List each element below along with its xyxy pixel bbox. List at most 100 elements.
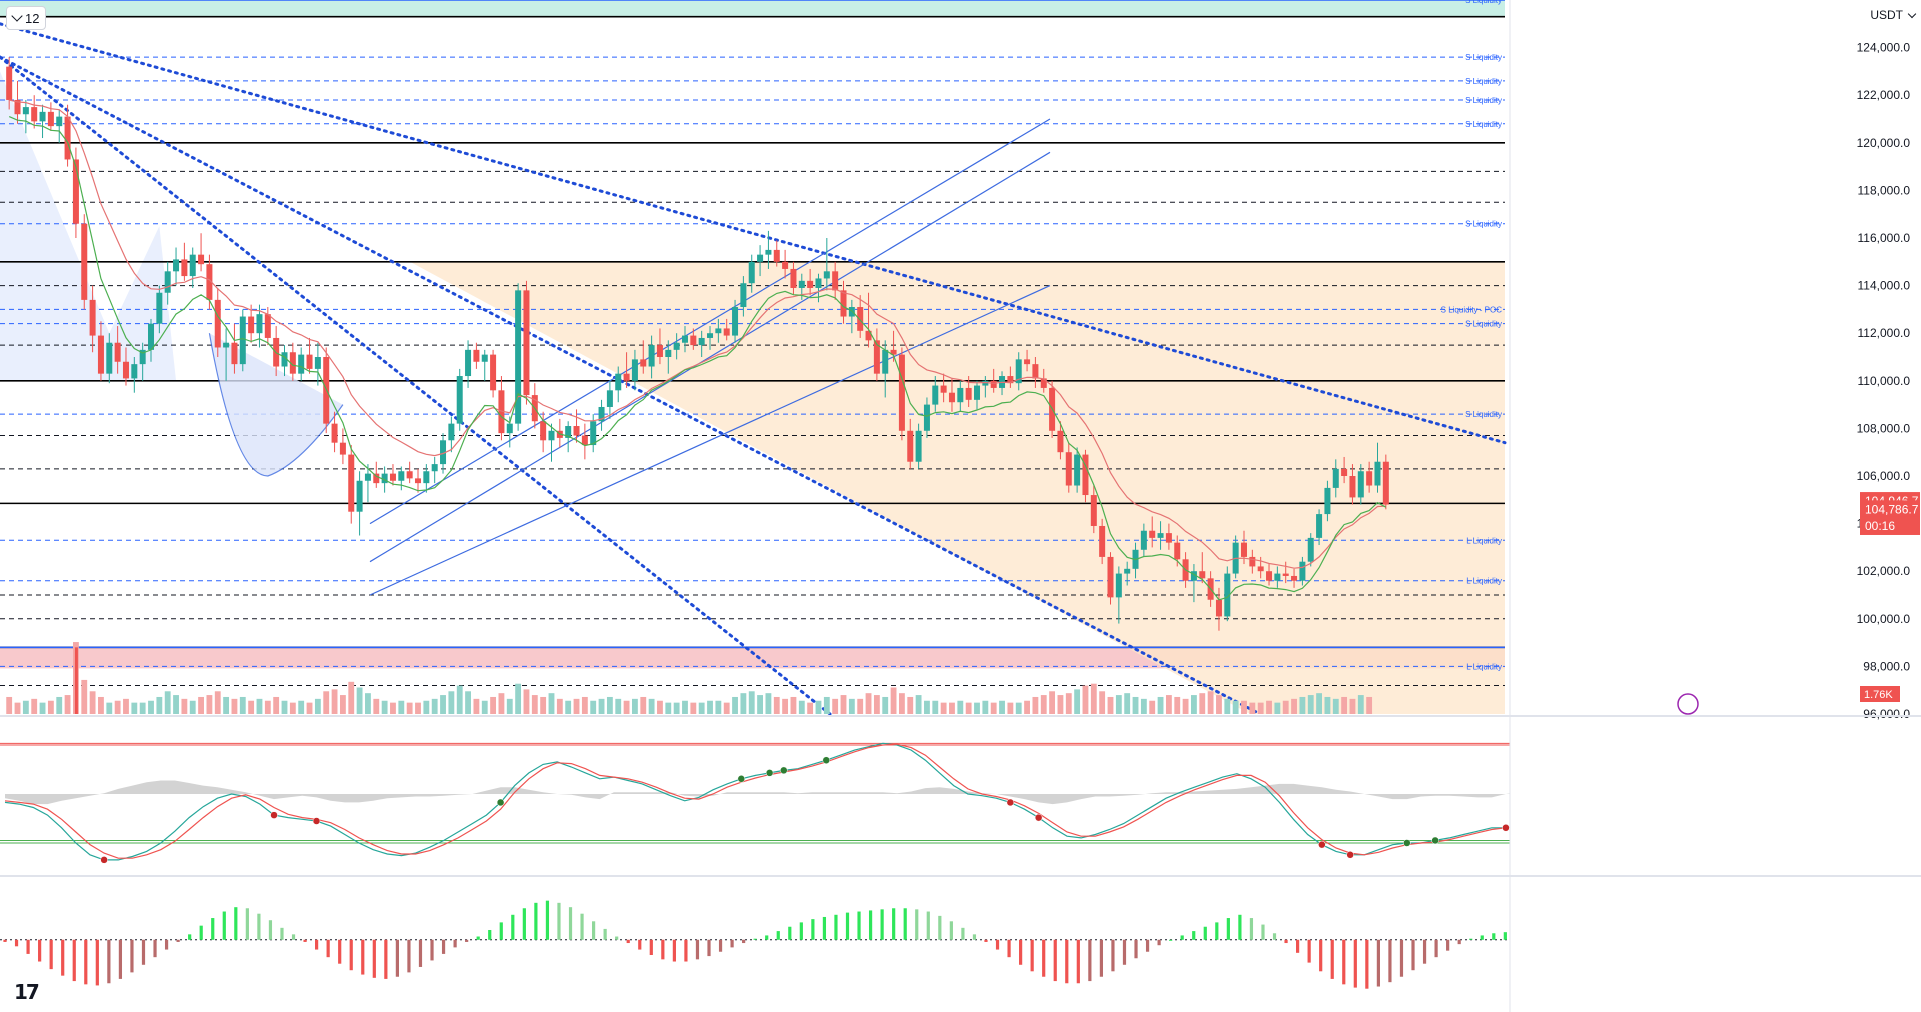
candle[interactable]: [1065, 442, 1072, 493]
candle[interactable]: [732, 299, 739, 343]
candle[interactable]: [1024, 349, 1031, 372]
candle[interactable]: [723, 318, 730, 341]
candle[interactable]: [1040, 368, 1047, 393]
candle[interactable]: [1282, 561, 1289, 584]
candle[interactable]: [47, 102, 54, 131]
candle[interactable]: [665, 340, 672, 374]
candle[interactable]: [72, 147, 79, 238]
candle[interactable]: [1074, 447, 1081, 493]
candle[interactable]: [281, 345, 288, 377]
candle[interactable]: [698, 330, 705, 357]
candle[interactable]: [1199, 552, 1206, 584]
candle[interactable]: [106, 333, 113, 384]
candle[interactable]: [773, 240, 780, 267]
candle[interactable]: [940, 373, 947, 403]
candle[interactable]: [1291, 568, 1298, 588]
candle[interactable]: [1307, 533, 1314, 567]
candle[interactable]: [623, 352, 630, 388]
candle[interactable]: [907, 418, 914, 469]
candle[interactable]: [948, 378, 955, 412]
candle[interactable]: [1366, 461, 1373, 493]
candle[interactable]: [1374, 442, 1381, 493]
candle[interactable]: [1332, 459, 1339, 498]
candle[interactable]: [298, 347, 305, 381]
candle[interactable]: [1032, 357, 1039, 388]
candle[interactable]: [832, 261, 839, 300]
candle[interactable]: [1324, 480, 1331, 522]
candle[interactable]: [782, 249, 789, 279]
candle[interactable]: [740, 276, 747, 317]
candle[interactable]: [1190, 564, 1197, 603]
candle[interactable]: [1007, 366, 1014, 388]
candle[interactable]: [898, 347, 905, 441]
candles[interactable]: [6, 57, 1389, 714]
alert-icon[interactable]: [1677, 693, 1699, 715]
candle[interactable]: [765, 230, 772, 269]
candle[interactable]: [548, 423, 555, 462]
candle[interactable]: [965, 376, 972, 407]
candle[interactable]: [640, 340, 647, 374]
candle[interactable]: [1357, 464, 1364, 505]
candle[interactable]: [498, 376, 505, 441]
candle[interactable]: [540, 411, 547, 453]
candle[interactable]: [39, 104, 46, 139]
candle[interactable]: [915, 423, 922, 469]
candle[interactable]: [448, 416, 455, 453]
candle[interactable]: [131, 357, 138, 393]
candle[interactable]: [173, 247, 180, 286]
candle[interactable]: [982, 376, 989, 398]
candle[interactable]: [1115, 566, 1122, 624]
candle[interactable]: [389, 464, 396, 486]
candle[interactable]: [1341, 456, 1348, 484]
candle[interactable]: [156, 285, 163, 334]
candle[interactable]: [339, 428, 346, 465]
candle[interactable]: [364, 464, 371, 503]
candle[interactable]: [523, 280, 530, 405]
candle[interactable]: [373, 461, 380, 488]
candle[interactable]: [97, 321, 104, 381]
candle[interactable]: [6, 57, 13, 110]
candle[interactable]: [757, 245, 764, 277]
candle[interactable]: [22, 99, 29, 134]
candle[interactable]: [181, 242, 188, 281]
candle[interactable]: [1082, 449, 1089, 503]
candle[interactable]: [990, 368, 997, 393]
candle[interactable]: [1057, 421, 1064, 460]
candle[interactable]: [331, 411, 338, 453]
candle[interactable]: [56, 109, 63, 143]
candle[interactable]: [1382, 454, 1389, 510]
candle[interactable]: [823, 238, 830, 291]
candle[interactable]: [1249, 549, 1256, 574]
candle[interactable]: [81, 214, 88, 310]
candle[interactable]: [1149, 516, 1156, 548]
candle[interactable]: [414, 468, 422, 493]
candle[interactable]: [857, 295, 864, 338]
candle[interactable]: [1157, 521, 1164, 550]
candle[interactable]: [656, 328, 663, 365]
candle[interactable]: [214, 287, 221, 357]
candle[interactable]: [314, 342, 321, 386]
tradingview-logo-icon[interactable]: 17: [14, 980, 40, 1004]
candle[interactable]: [748, 254, 755, 293]
candle[interactable]: [556, 418, 563, 448]
candle[interactable]: [923, 397, 930, 438]
main-pane[interactable]: S Liquidity S Liquidity S Liquidity S Liqui…: [0, 0, 1843, 716]
candle[interactable]: [1107, 552, 1114, 605]
candle[interactable]: [790, 261, 797, 296]
candle[interactable]: [865, 292, 872, 348]
interval-selector[interactable]: 12: [6, 6, 47, 30]
candle[interactable]: [1165, 523, 1172, 550]
candle[interactable]: [473, 342, 480, 369]
candle[interactable]: [573, 409, 580, 443]
candle[interactable]: [114, 326, 121, 374]
candle[interactable]: [598, 399, 605, 431]
candle[interactable]: [139, 342, 146, 381]
candle[interactable]: [1140, 523, 1147, 557]
candle[interactable]: [807, 268, 814, 296]
candle[interactable]: [1124, 561, 1131, 586]
candle[interactable]: [256, 304, 263, 348]
candle[interactable]: [481, 349, 488, 381]
candle[interactable]: [348, 445, 355, 524]
